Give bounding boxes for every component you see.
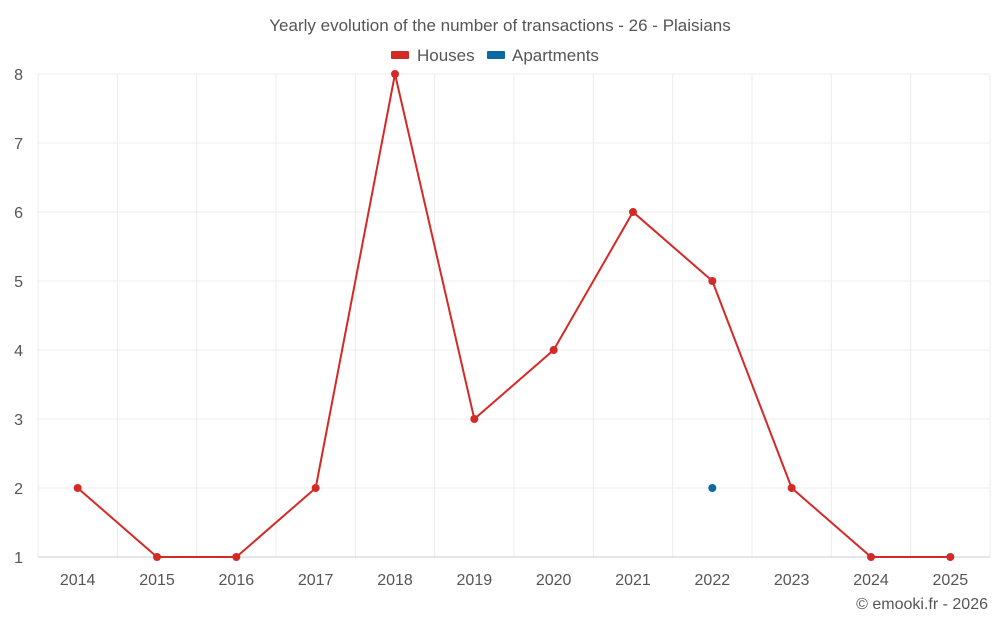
y-tick-label: 8: [14, 67, 23, 84]
y-tick-label: 5: [14, 274, 23, 291]
x-tick-label: 2014: [60, 572, 96, 589]
data-point-houses-2024[interactable]: [867, 553, 875, 561]
data-point-houses-2016[interactable]: [232, 553, 241, 561]
legend-swatch-houses: [391, 51, 409, 59]
data-point-houses-2019[interactable]: [470, 415, 479, 423]
x-tick-label: 2025: [933, 572, 969, 589]
legend-label-apartments[interactable]: Apartments: [512, 46, 599, 65]
legend-label-houses[interactable]: Houses: [417, 46, 475, 65]
y-tick-label: 4: [14, 343, 23, 360]
legend: Houses Apartments: [391, 46, 599, 65]
data-point-houses-2023[interactable]: [787, 484, 796, 492]
legend-swatch-apartments: [487, 51, 505, 59]
data-point-houses-2018[interactable]: [391, 70, 399, 78]
data-point-apartments-2022[interactable]: [708, 484, 717, 492]
x-tick-label: 2022: [695, 572, 731, 589]
grid: [37, 73, 991, 558]
x-tick-label: 2018: [377, 572, 413, 589]
data-point-houses-2017[interactable]: [311, 484, 320, 492]
x-tick-label: 2021: [615, 572, 651, 589]
y-tick-label: 2: [14, 481, 23, 498]
data-point-houses-2025[interactable]: [946, 553, 955, 561]
data-point-houses-2021[interactable]: [629, 208, 637, 216]
x-axis: 2014 2015 2016 2017 2018 2019 2020 2021 2022 2023…: [60, 572, 968, 589]
credit-text: © emooki.fr - 2026: [856, 596, 988, 613]
x-tick-label: 2020: [536, 572, 572, 589]
x-tick-label: 2023: [774, 572, 810, 589]
y-tick-label: 3: [14, 412, 23, 429]
x-tick-label: 2015: [139, 572, 175, 589]
x-tick-label: 2017: [298, 572, 334, 589]
data-point-houses-2014[interactable]: [73, 484, 82, 492]
y-tick-label: 1: [14, 550, 23, 567]
x-tick-label: 2019: [457, 572, 493, 589]
x-tick-label: 2024: [853, 572, 889, 589]
y-tick-label: 6: [14, 205, 23, 222]
series-line-houses: [77, 73, 951, 558]
data-point-houses-2022[interactable]: [708, 277, 717, 285]
data-point-houses-2015[interactable]: [153, 553, 161, 561]
x-tick-label: 2016: [219, 572, 255, 589]
chart-title: Yearly evolution of the number of transa…: [269, 16, 730, 35]
series-apartments: [708, 484, 717, 492]
series-layer: [73, 70, 955, 561]
y-tick-label: 7: [14, 136, 23, 153]
series-houses: [73, 70, 955, 561]
y-axis: 1 2 3 4 5 6 7 8: [14, 67, 23, 567]
data-point-houses-2020[interactable]: [549, 346, 558, 354]
